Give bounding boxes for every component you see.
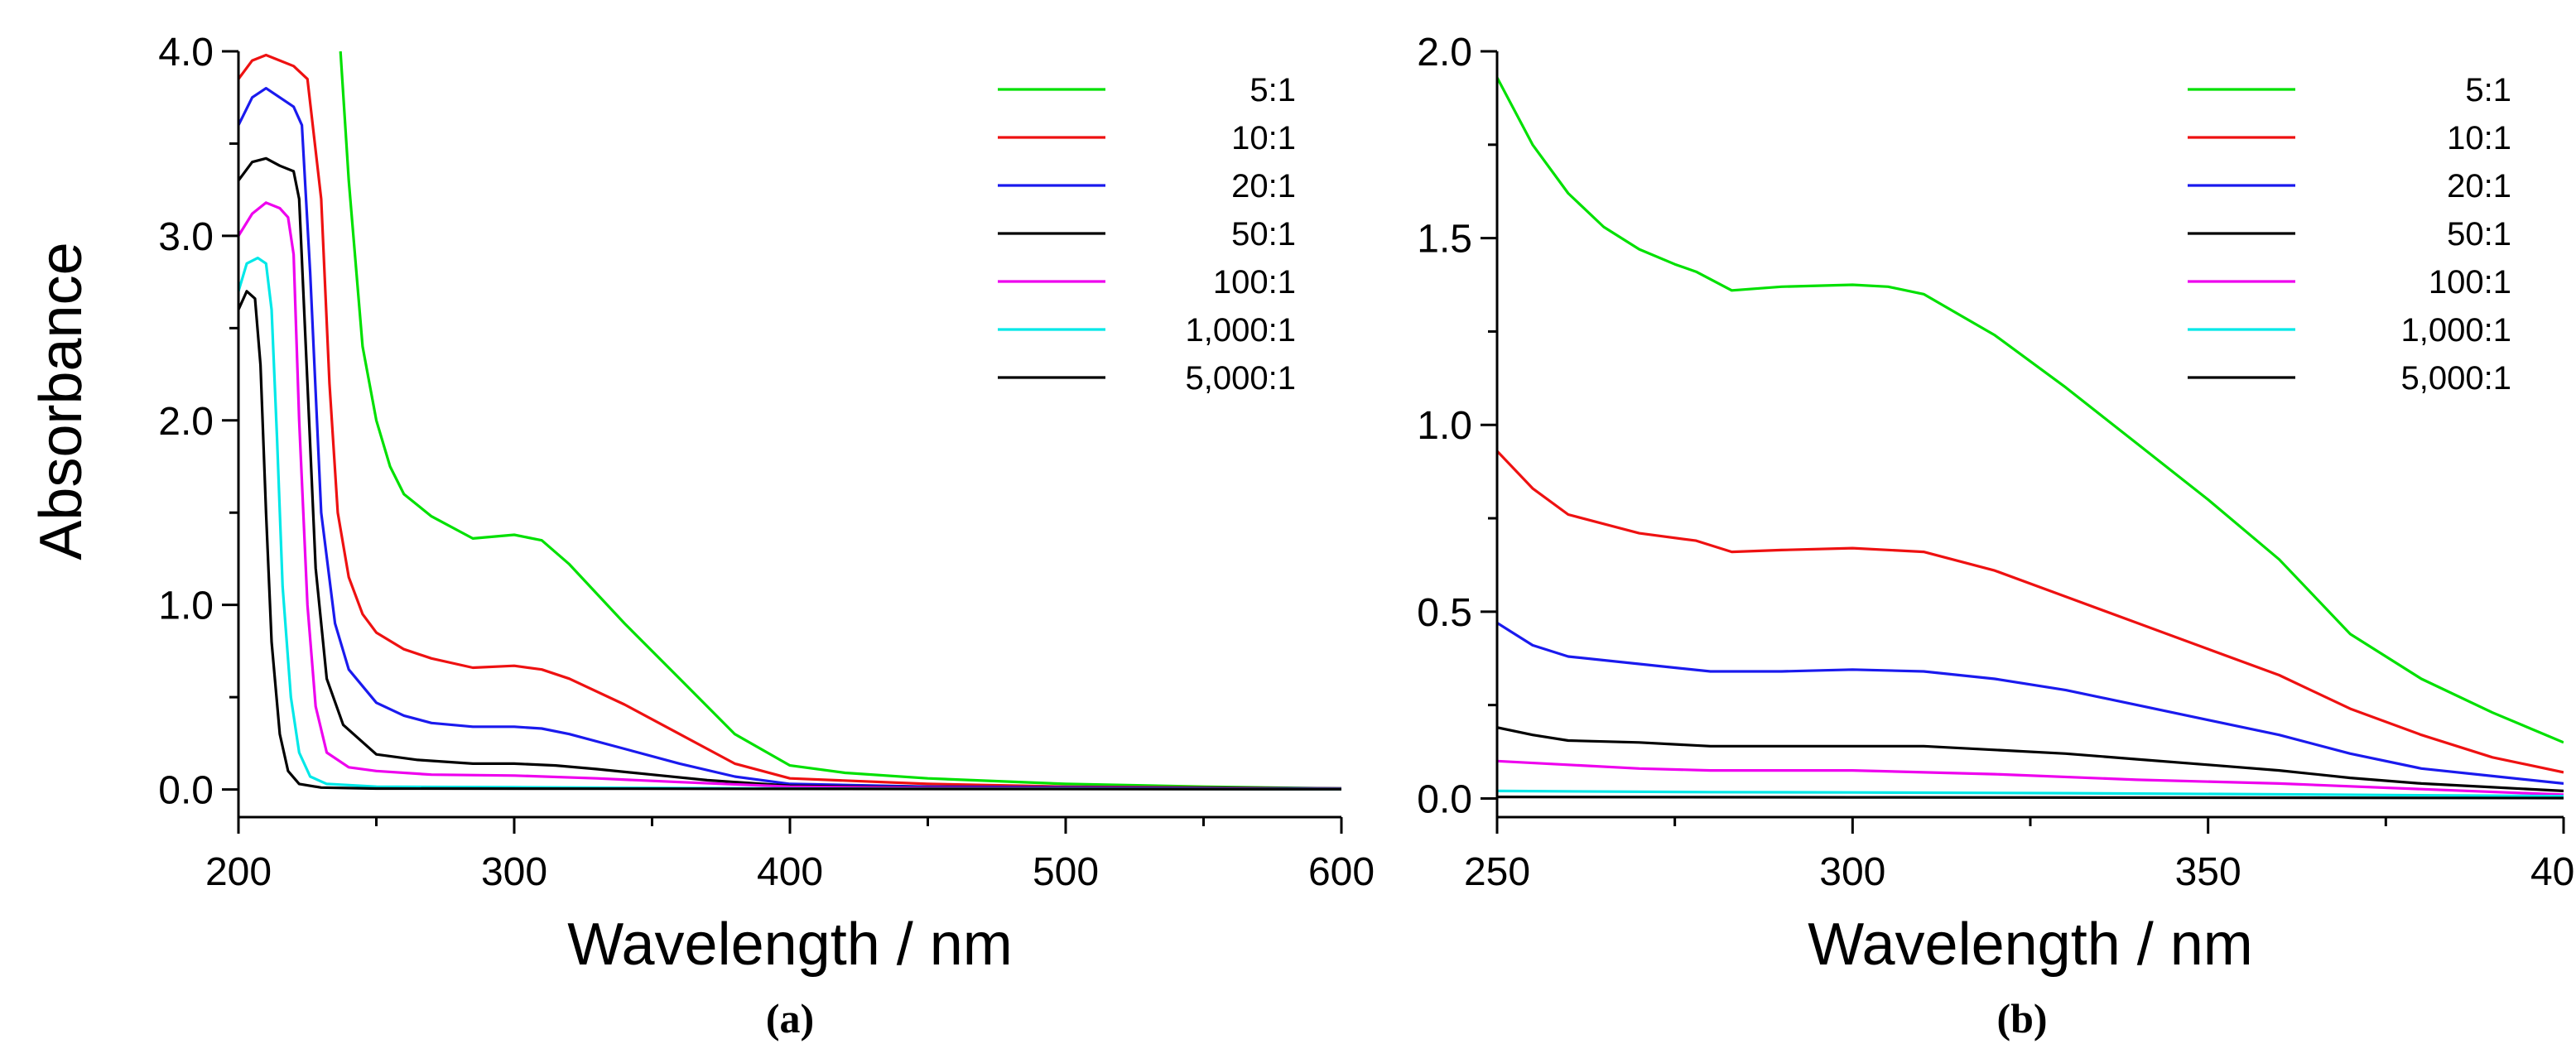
legend-label: 20:1 — [1231, 168, 1296, 204]
legend-label: 10:1 — [1231, 120, 1296, 156]
x-tick-label: 500 — [1033, 850, 1099, 894]
x-tick-label: 350 — [2175, 850, 2241, 894]
legend-label: 1,000:1 — [1186, 312, 1296, 349]
series-line-2 — [238, 53, 1341, 791]
series-line-6 — [1497, 789, 2564, 798]
legend-label: 10:1 — [2447, 120, 2511, 156]
y-tick-label: 2.0 — [1417, 31, 1472, 75]
y-tick-label: 1.0 — [1417, 404, 1472, 448]
series-line-4 — [1497, 726, 2564, 792]
plot-area — [1497, 76, 2564, 800]
series-line-3 — [1497, 622, 2564, 785]
series-line-1 — [339, 51, 1341, 791]
series-line-7 — [1497, 796, 2564, 800]
series-line-6 — [238, 257, 1341, 791]
y-tick-label: 1.0 — [158, 584, 214, 628]
panel-caption: (b) — [1996, 995, 2047, 1041]
x-tick-label: 600 — [1308, 850, 1375, 894]
legend-label: 100:1 — [1213, 264, 1296, 301]
legend-label: 5:1 — [1249, 72, 1296, 108]
panel-caption: (a) — [766, 995, 814, 1041]
legend-label: 5:1 — [2465, 72, 2511, 108]
legend-label: 5,000:1 — [2401, 360, 2511, 397]
y-axis-title: Absorbance — [28, 242, 94, 560]
x-tick-label: 300 — [1819, 850, 1885, 894]
series-line-7 — [238, 290, 1341, 791]
legend-label: 20:1 — [2447, 168, 2511, 204]
x-axis-title: Wavelength / nm — [567, 911, 1013, 978]
legend-label: 5,000:1 — [1186, 360, 1296, 397]
y-tick-label: 0.0 — [1417, 777, 1472, 821]
series-line-1 — [1497, 76, 2564, 744]
x-tick-label: 400 — [2530, 850, 2576, 894]
series-line-5 — [1497, 759, 2564, 796]
panel-b-chart: 250 300 350 400 0.0 0.5 1.0 1.5 2.0 Wavelength / … — [1417, 31, 2576, 1041]
y-tick-label: 0.0 — [158, 769, 214, 813]
legend: 5:1 10:1 20:1 50:1 100:1 1,000:1 5,000:1 — [2188, 72, 2511, 397]
legend-label: 50:1 — [2447, 216, 2511, 253]
panel-a-chart: 200 300 400 500 600 0.0 1.0 2.0 3.0 4.0 Wavelength… — [28, 31, 1375, 1041]
series-line-2 — [1497, 450, 2564, 774]
y-tick-label: 4.0 — [158, 31, 214, 75]
legend-label: 100:1 — [2429, 264, 2511, 301]
series-line-5 — [238, 201, 1341, 791]
legend-label: 1,000:1 — [2401, 312, 2511, 349]
plot-area — [238, 51, 1341, 791]
x-tick-label: 200 — [205, 850, 272, 894]
y-tick-label: 3.0 — [158, 215, 214, 259]
x-tick-label: 250 — [1464, 850, 1530, 894]
series-line-4 — [238, 156, 1341, 791]
y-tick-label: 1.5 — [1417, 218, 1472, 262]
legend: 5:1 10:1 20:1 50:1 100:1 1,000:1 5,000:1 — [998, 72, 1296, 397]
x-tick-label: 300 — [481, 850, 547, 894]
series-line-3 — [238, 87, 1341, 791]
x-tick-label: 400 — [757, 850, 823, 894]
y-tick-label: 0.5 — [1417, 591, 1472, 635]
y-tick-label: 2.0 — [158, 400, 214, 444]
legend-label: 50:1 — [1231, 216, 1296, 253]
x-axis-title: Wavelength / nm — [1808, 911, 2253, 978]
